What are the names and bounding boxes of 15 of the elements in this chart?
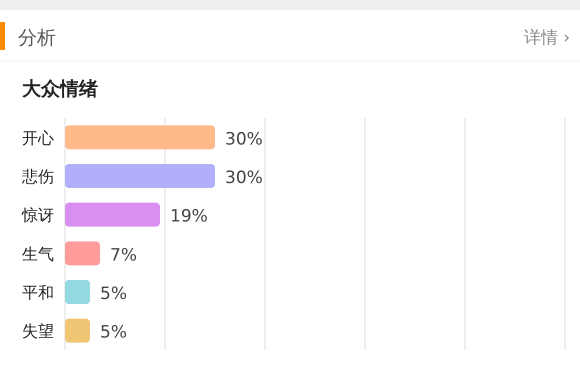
y-tick-label: 生气 (22, 244, 54, 264)
chart-subtitle: 分析 (18, 27, 56, 49)
data-label: 30% (225, 129, 263, 150)
data-label: 5% (100, 322, 127, 343)
y-tick-label: 惊讶 (21, 206, 54, 225)
y-tick-label: 平和 (22, 283, 54, 302)
data-label: 30% (225, 168, 263, 188)
data-label: 5% (100, 284, 127, 304)
y-tick-label: 失望 (22, 322, 54, 341)
y-tick-label: 开心 (22, 128, 54, 148)
data-label: 19% (170, 206, 208, 227)
data-label: 7% (110, 245, 137, 266)
y-tick-label: 悲伤 (21, 167, 54, 186)
chart-title: 大众情绪 (22, 78, 98, 100)
text: 详情 › (524, 28, 570, 48)
